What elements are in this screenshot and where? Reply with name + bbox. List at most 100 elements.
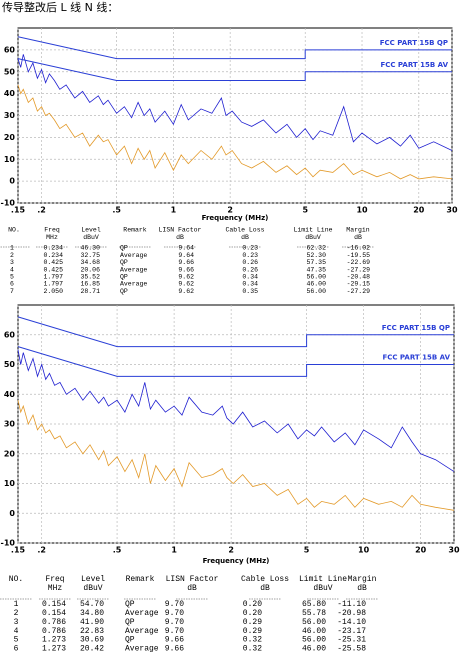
limit-line [17,316,454,348]
table-cell: 20.06 [80,266,100,273]
table-cell: 46.30 [80,245,100,252]
x-tick-label: 2 [227,206,233,215]
table-cell: 0.20 [243,609,262,618]
table-header: Limit Line [293,227,332,234]
table-cell: -14.10 [337,618,366,627]
table-cell: 30.69 [80,636,104,645]
y-tick-label: 0 [9,509,15,518]
table-header: MHz [46,234,58,241]
table-header: Margin [346,227,370,234]
table-cell: 0.786 [42,618,66,627]
table-header: LISN Factor [159,227,202,234]
table-header: LISN Factor [166,575,219,584]
heading: 传导整改后 L 线 N 线： [2,0,118,14]
table-cell: 56.00 [302,636,326,645]
table-cell: 4 [10,266,14,273]
x-tick-label: 10 [358,546,370,555]
table-cell: -20.98 [337,609,366,618]
x-tick-label: 30 [448,546,460,555]
table-cell: -23.17 [337,627,366,636]
table-header: dB [357,584,367,593]
table-cell: 2 [10,252,14,259]
table-header: dBuV [305,234,321,241]
table-cell: -22.69 [347,259,371,266]
table-cell: -20.48 [347,274,371,281]
table-header: dBuV [83,234,99,241]
table-cell: 22.83 [80,627,104,636]
table-cell: Average [125,609,159,618]
table-cell: 0.32 [243,645,262,654]
table-cell: -19.55 [347,252,371,259]
y-tick-label: 30 [4,420,16,429]
table-header: dB [187,584,197,593]
y-tick-label: 60 [4,330,16,339]
table-cell: -16.02 [347,245,371,252]
table-cell: -29.15 [347,281,371,288]
table-header: dB [241,234,249,241]
table-cell: 46.00 [302,645,326,654]
y-tick-label: 20 [4,133,16,142]
y-tick-label: 40 [4,390,16,399]
table-cell: 0.425 [43,266,63,273]
table-cell: -25.31 [337,636,366,645]
table-cell: 0.34 [242,281,258,288]
table-cell: 2 [14,609,19,618]
limit-label: FCC PART 15B QP [382,324,450,332]
y-tick-label: -10 [1,539,16,548]
table-cell: 0.29 [243,627,262,636]
table-cell: 9.66 [165,645,184,654]
table-cell: 0.425 [43,259,63,266]
y-tick-label: 0 [9,177,15,186]
table-cell: 6 [14,645,19,654]
table-cell: 16.85 [80,281,100,288]
table-cell: 34.68 [80,259,100,266]
table-cell: 3 [14,618,19,627]
table-cell: 1.273 [42,636,66,645]
trace [17,54,453,151]
table-cell: QP [120,274,128,281]
table-cell: 5 [14,636,19,645]
limit-label: FCC PART 15B AV [380,61,448,69]
y-tick-label: 60 [4,45,16,54]
table-cell: 0.234 [43,252,63,259]
table-header: NO. [9,575,23,584]
table-cell: 0.29 [243,618,262,627]
x-tick-label: 30 [446,206,458,215]
table-header: Limit Line [299,575,347,584]
table-header: NO. [8,227,20,234]
table-header: Cable Loss [225,227,264,234]
table-header: Margin [348,575,377,584]
table-cell: Average [125,627,159,636]
table-cell: 9.62 [178,288,194,295]
y-tick-label: 50 [4,360,16,369]
table-cell: -11.10 [337,600,366,609]
trace [17,349,455,472]
table-cell: 0.34 [242,274,258,281]
table-header: Freq [45,575,64,584]
y-tick-label: 20 [4,449,16,458]
table-cell: 47.35 [306,266,326,273]
table-cell: 55.78 [302,609,326,618]
table-cell: 0.20 [243,600,262,609]
table-cell: 56.00 [306,288,326,295]
x-tick-label: .2 [37,546,46,555]
table-cell: 1 [14,600,19,609]
table-cell: 1.273 [42,645,66,654]
table-cell: 9.62 [178,274,194,281]
x-axis-title: Frequency (MHz) [203,557,270,565]
y-tick-label: -10 [1,199,16,208]
table-cell: Average [120,252,147,259]
table-header: dB [354,234,362,241]
x-tick-label: .15 [11,206,26,215]
table-cell: 9.70 [165,600,184,609]
limit-label: FCC PART 15B AV [382,354,450,362]
y-tick-label: 40 [4,89,16,98]
x-tick-label: 20 [413,206,425,215]
table-cell: 62.32 [306,245,326,252]
table-cell: -25.58 [337,645,366,654]
trace [17,84,453,180]
y-tick-label: 50 [4,67,16,76]
table-cell: Average [125,645,159,654]
table-header: Cable Loss [241,575,289,584]
